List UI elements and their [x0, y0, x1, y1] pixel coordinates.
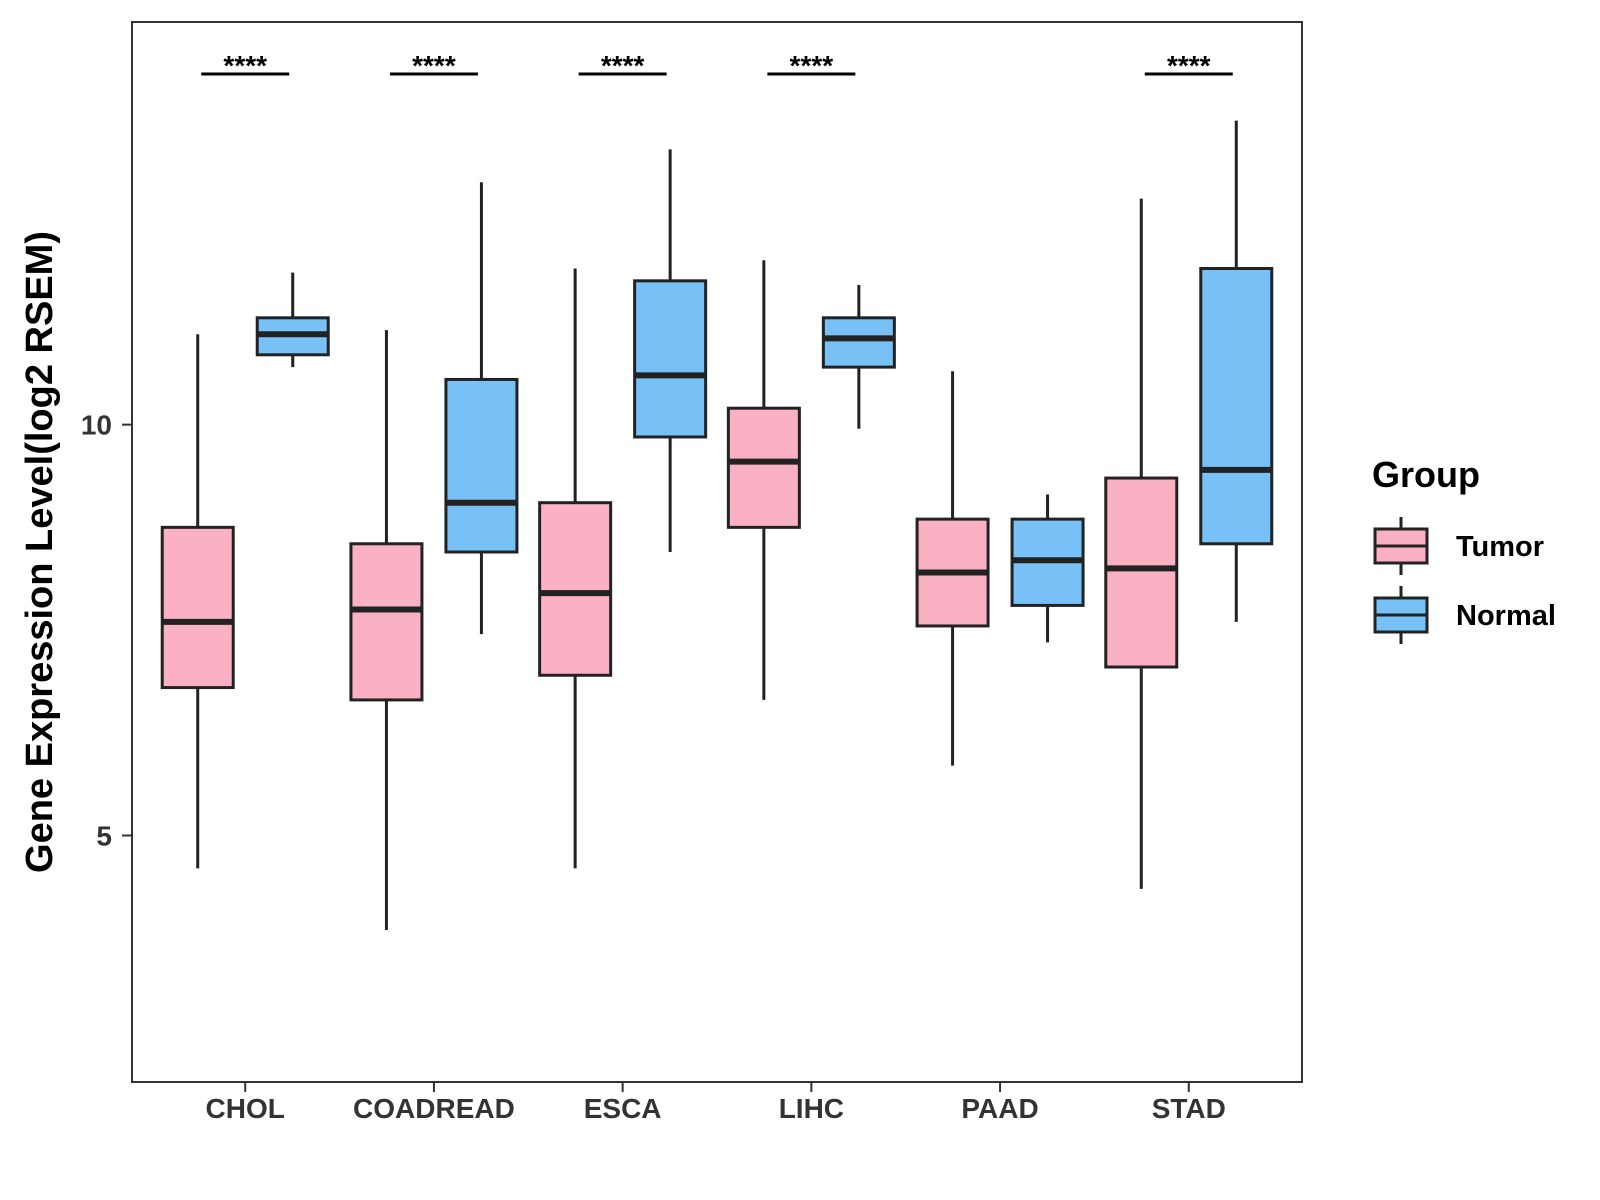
significance-lihc: ****: [767, 50, 856, 81]
box-iqr: [444, 377, 519, 554]
boxes-layer: [160, 120, 1274, 930]
box-tumor-coadread: [349, 330, 424, 930]
box-tumor-chol: [160, 334, 235, 869]
x-tick-label-esca: ESCA: [584, 1093, 662, 1124]
box-normal-paad: [1010, 494, 1085, 643]
box-tumor-paad: [915, 371, 990, 766]
box-iqr: [349, 542, 424, 702]
box-tumor-lihc: [726, 260, 801, 700]
x-tick-label-coadread: COADREAD: [353, 1093, 515, 1124]
box-iqr: [633, 279, 708, 439]
significance-label: ****: [412, 50, 456, 81]
x-tick-label-lihc: LIHC: [779, 1093, 844, 1124]
box-normal-stad: [1199, 120, 1274, 622]
box-iqr: [821, 316, 896, 369]
significance-label: ****: [223, 50, 267, 81]
box-normal-coadread: [444, 182, 519, 635]
x-tick-label-chol: CHOL: [206, 1093, 285, 1124]
y-tick-label-5: 5: [96, 820, 112, 851]
legend-label-tumor: Tumor: [1456, 531, 1544, 563]
legend: Group Tumor Normal: [1372, 454, 1556, 644]
legend-title: Group: [1372, 454, 1480, 495]
significance-label: ****: [790, 50, 834, 81]
x-tick-label-stad: STAD: [1152, 1093, 1226, 1124]
x-tick-label-paad: PAAD: [961, 1093, 1038, 1124]
box-normal-lihc: [821, 284, 896, 429]
box-iqr: [538, 501, 613, 677]
significance-stad: ****: [1144, 50, 1233, 81]
significance-chol: ****: [201, 50, 290, 81]
box-iqr: [726, 406, 801, 529]
box-iqr: [160, 525, 235, 690]
legend-item-tumor: Tumor: [1373, 517, 1544, 575]
significance-coadread: ****: [389, 50, 478, 81]
box-tumor-stad: [1104, 198, 1179, 889]
x-axis: CHOL COADREAD ESCA LIHC PAAD STAD: [206, 1082, 1226, 1124]
significance-esca: ****: [578, 50, 667, 81]
legend-label-normal: Normal: [1456, 600, 1556, 632]
box-tumor-esca: [538, 268, 613, 869]
y-tick-label-10: 10: [81, 410, 112, 441]
y-axis: 5 10: [81, 410, 132, 851]
box-iqr: [1104, 476, 1179, 669]
annotations-layer: **** **** **** **** ****: [201, 50, 1233, 81]
box-iqr: [1199, 267, 1274, 546]
box-normal-esca: [633, 149, 708, 552]
legend-item-normal: Normal: [1373, 586, 1556, 644]
y-axis-title: Gene Expression Level(log2 RSEM): [19, 231, 61, 873]
box-normal-chol: [255, 272, 330, 368]
significance-label: ****: [1167, 50, 1211, 81]
significance-label: ****: [601, 50, 645, 81]
